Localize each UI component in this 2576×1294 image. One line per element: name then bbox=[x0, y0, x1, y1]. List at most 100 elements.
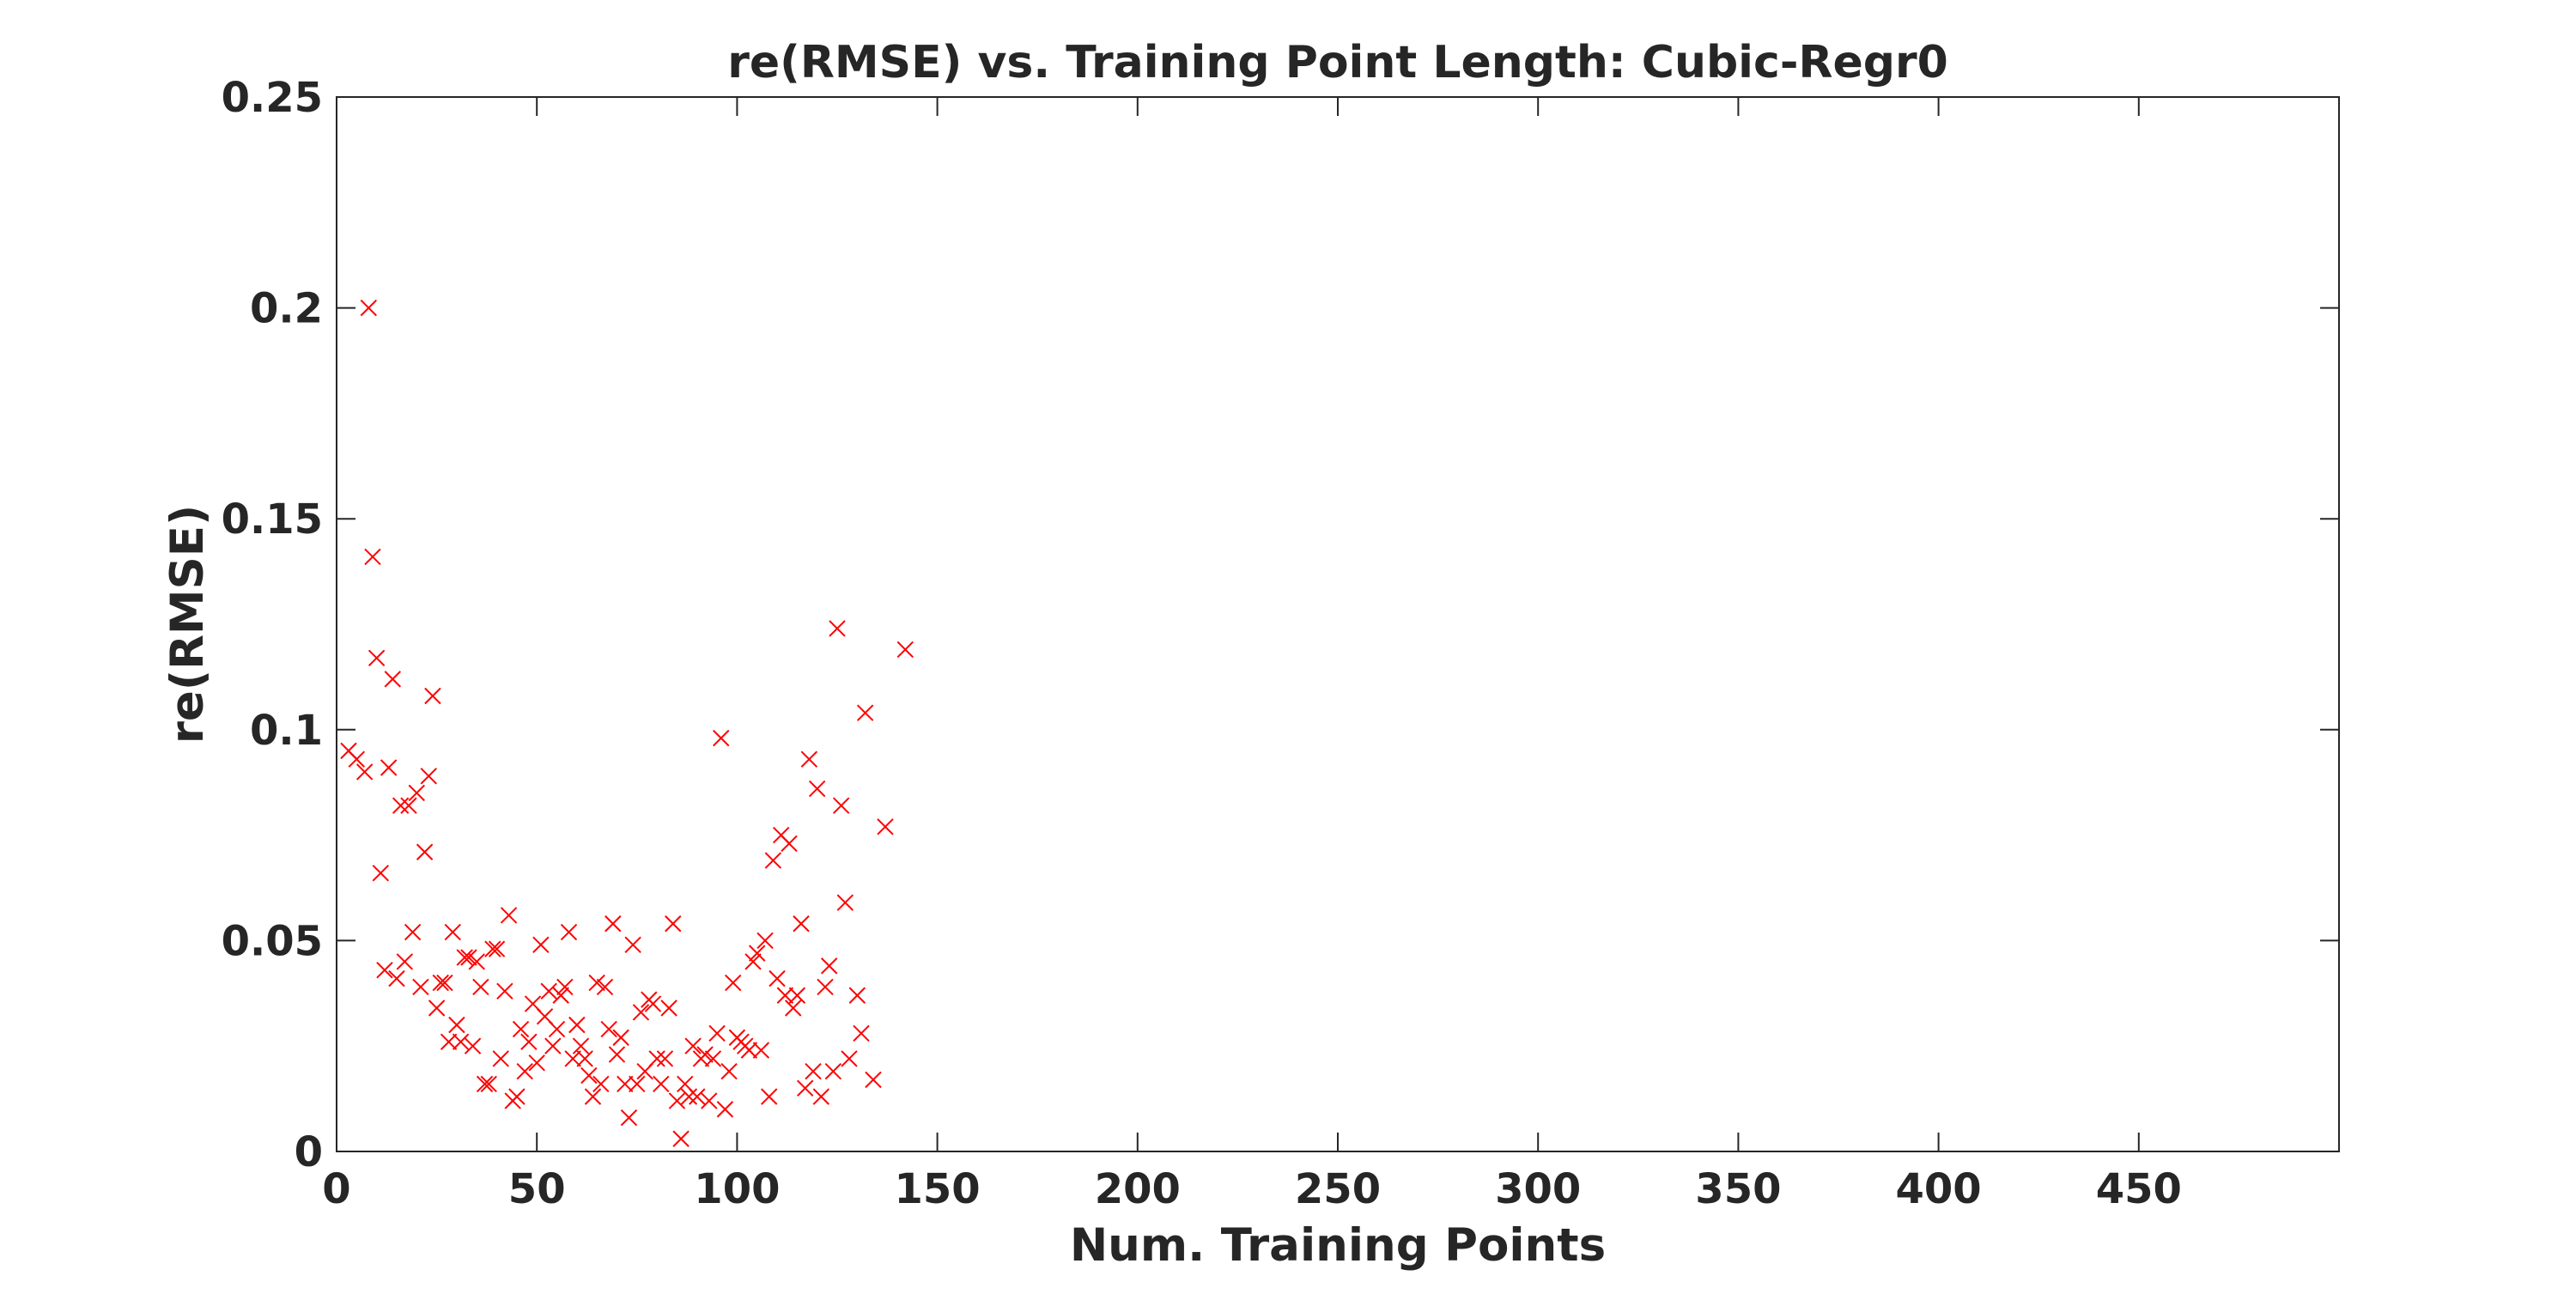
data-point bbox=[865, 1071, 882, 1089]
data-point bbox=[856, 704, 874, 721]
data-point bbox=[784, 999, 802, 1017]
y-tick-label: 0.05 bbox=[222, 917, 323, 965]
data-point bbox=[436, 974, 453, 992]
data-point bbox=[696, 1046, 714, 1063]
data-point bbox=[404, 923, 422, 941]
data-point bbox=[632, 1004, 650, 1021]
data-point bbox=[400, 797, 417, 814]
data-point bbox=[500, 907, 518, 924]
data-point bbox=[472, 978, 489, 996]
data-point bbox=[832, 797, 850, 814]
data-point bbox=[608, 1046, 626, 1063]
data-point bbox=[629, 1075, 646, 1093]
data-point bbox=[756, 932, 774, 950]
data-point bbox=[644, 995, 662, 1012]
data-point bbox=[588, 974, 605, 992]
data-point bbox=[556, 978, 574, 996]
y-axis-ticks: 0 0.05 0.1 0.15 0.2 0.25 bbox=[222, 74, 2339, 1176]
data-point bbox=[725, 974, 742, 992]
data-point bbox=[416, 843, 434, 860]
data-point bbox=[368, 649, 386, 667]
data-point bbox=[540, 982, 557, 1000]
data-point bbox=[548, 1020, 566, 1038]
data-point bbox=[660, 999, 677, 1017]
data-point bbox=[701, 1092, 718, 1109]
x-tick-label: 400 bbox=[1895, 1165, 1981, 1213]
x-tick-label: 450 bbox=[2096, 1165, 2182, 1213]
data-point bbox=[544, 1037, 562, 1054]
x-tick-label: 50 bbox=[508, 1165, 566, 1213]
data-point bbox=[672, 1130, 690, 1147]
data-point bbox=[388, 969, 405, 987]
y-tick-label: 0.25 bbox=[222, 74, 323, 122]
data-point bbox=[896, 641, 914, 659]
data-point bbox=[580, 1066, 598, 1084]
data-point bbox=[428, 999, 446, 1017]
data-point bbox=[576, 1050, 593, 1067]
data-point bbox=[824, 1062, 842, 1080]
x-tick-label: 150 bbox=[894, 1165, 980, 1213]
data-point bbox=[448, 1016, 465, 1034]
data-point bbox=[376, 962, 393, 979]
data-point bbox=[348, 750, 366, 768]
x-tick-label: 200 bbox=[1095, 1165, 1181, 1213]
data-point bbox=[808, 780, 826, 798]
data-point bbox=[440, 1033, 458, 1050]
data-point bbox=[805, 1062, 822, 1080]
data-point bbox=[665, 915, 682, 933]
data-point bbox=[444, 923, 461, 941]
y-tick-label: 0 bbox=[295, 1128, 323, 1176]
data-markers bbox=[340, 299, 914, 1147]
data-point bbox=[841, 1050, 858, 1067]
data-point bbox=[568, 1016, 586, 1034]
data-point bbox=[689, 1088, 706, 1105]
data-point bbox=[480, 1075, 497, 1093]
data-point bbox=[396, 953, 413, 970]
data-point bbox=[384, 671, 402, 688]
data-point bbox=[740, 1042, 758, 1059]
data-point bbox=[412, 978, 429, 996]
x-axis-ticks: 0 50 100 150 200 250 300 350 400 450 bbox=[322, 97, 2182, 1213]
data-point bbox=[820, 957, 838, 975]
data-point bbox=[532, 936, 550, 954]
y-tick-label: 0.15 bbox=[222, 495, 323, 544]
data-point bbox=[372, 865, 390, 882]
data-point bbox=[584, 1088, 602, 1105]
data-point bbox=[829, 620, 846, 637]
data-point bbox=[668, 1092, 686, 1109]
data-point bbox=[769, 969, 786, 987]
data-point bbox=[408, 784, 425, 802]
data-point bbox=[617, 1075, 634, 1093]
data-point bbox=[476, 1075, 494, 1093]
data-point bbox=[680, 1088, 698, 1105]
data-point bbox=[572, 1037, 590, 1054]
data-point bbox=[761, 1088, 778, 1105]
data-point bbox=[704, 1050, 722, 1067]
data-point bbox=[713, 729, 730, 747]
data-point bbox=[364, 548, 381, 566]
data-point bbox=[708, 1024, 726, 1042]
data-point bbox=[812, 1088, 830, 1105]
x-tick-label: 100 bbox=[694, 1165, 780, 1213]
data-point bbox=[656, 1050, 674, 1067]
data-point bbox=[620, 1109, 638, 1127]
data-point bbox=[516, 1062, 533, 1080]
data-point bbox=[552, 987, 569, 1004]
data-point bbox=[564, 1050, 581, 1067]
x-tick-label: 300 bbox=[1495, 1165, 1581, 1213]
data-point bbox=[793, 915, 810, 933]
y-tick-label: 0.2 bbox=[250, 285, 323, 333]
data-point bbox=[484, 940, 501, 957]
data-point bbox=[380, 759, 398, 776]
data-point bbox=[796, 1079, 814, 1097]
data-point bbox=[468, 953, 485, 970]
data-point bbox=[456, 949, 473, 966]
data-point bbox=[744, 953, 762, 970]
data-point bbox=[624, 936, 641, 954]
axes-box bbox=[336, 96, 2340, 1152]
data-point bbox=[648, 1050, 665, 1067]
data-point bbox=[788, 987, 806, 1004]
data-point bbox=[877, 818, 894, 835]
y-tick-label: 0.1 bbox=[250, 707, 323, 755]
data-point bbox=[853, 1024, 870, 1042]
